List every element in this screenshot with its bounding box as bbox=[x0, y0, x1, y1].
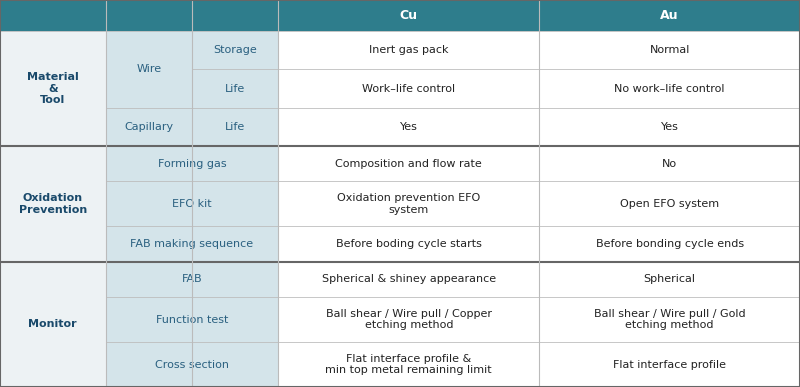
Bar bbox=[539, 31, 800, 70]
Bar bbox=[192, 0, 278, 31]
Bar bbox=[278, 0, 539, 31]
Text: Spherical: Spherical bbox=[643, 274, 696, 284]
Bar bbox=[106, 262, 278, 297]
Text: FAB: FAB bbox=[182, 274, 202, 284]
Text: Flat interface profile &
min top metal remaining limit: Flat interface profile & min top metal r… bbox=[326, 354, 492, 375]
Bar bbox=[106, 108, 192, 146]
Text: Monitor: Monitor bbox=[29, 319, 77, 329]
Text: Before bonding cycle ends: Before bonding cycle ends bbox=[595, 239, 744, 249]
Text: Work–life control: Work–life control bbox=[362, 84, 455, 94]
Text: Ball shear / Wire pull / Gold
etching method: Ball shear / Wire pull / Gold etching me… bbox=[594, 309, 746, 330]
Bar bbox=[539, 226, 800, 262]
Text: Storage: Storage bbox=[214, 45, 257, 55]
Text: FAB making sequence: FAB making sequence bbox=[130, 239, 254, 249]
Text: Wire: Wire bbox=[136, 65, 162, 74]
Bar bbox=[0, 262, 106, 387]
Text: Life: Life bbox=[225, 122, 246, 132]
Text: Oxidation
Prevention: Oxidation Prevention bbox=[18, 193, 87, 215]
Bar bbox=[106, 297, 278, 342]
Text: Cu: Cu bbox=[400, 9, 418, 22]
Text: Yes: Yes bbox=[661, 122, 678, 132]
Bar bbox=[278, 262, 539, 297]
Bar bbox=[539, 146, 800, 182]
Text: Before boding cycle starts: Before boding cycle starts bbox=[336, 239, 482, 249]
Text: Composition and flow rate: Composition and flow rate bbox=[335, 159, 482, 169]
Bar bbox=[106, 146, 278, 182]
Bar bbox=[278, 226, 539, 262]
Text: Cross section: Cross section bbox=[155, 360, 229, 370]
Text: Yes: Yes bbox=[400, 122, 418, 132]
Bar bbox=[0, 0, 106, 31]
Text: Oxidation prevention EFO
system: Oxidation prevention EFO system bbox=[337, 193, 481, 215]
Text: Inert gas pack: Inert gas pack bbox=[369, 45, 449, 55]
Text: Capillary: Capillary bbox=[124, 122, 174, 132]
Text: Open EFO system: Open EFO system bbox=[620, 199, 719, 209]
Bar bbox=[539, 342, 800, 387]
Bar bbox=[106, 226, 278, 262]
Bar bbox=[278, 70, 539, 108]
Bar bbox=[539, 262, 800, 297]
Bar bbox=[278, 108, 539, 146]
Bar bbox=[278, 342, 539, 387]
Bar bbox=[106, 182, 278, 226]
Text: Flat interface profile: Flat interface profile bbox=[613, 360, 726, 370]
Text: Material
&
Tool: Material & Tool bbox=[27, 72, 78, 105]
Bar bbox=[539, 108, 800, 146]
Bar bbox=[278, 297, 539, 342]
Text: No work–life control: No work–life control bbox=[614, 84, 725, 94]
Bar bbox=[539, 0, 800, 31]
Bar bbox=[539, 297, 800, 342]
Bar bbox=[278, 146, 539, 182]
Bar bbox=[192, 108, 278, 146]
Bar bbox=[106, 342, 278, 387]
Text: Ball shear / Wire pull / Copper
etching method: Ball shear / Wire pull / Copper etching … bbox=[326, 309, 492, 330]
Bar bbox=[0, 146, 106, 262]
Bar bbox=[192, 31, 278, 70]
Bar bbox=[278, 182, 539, 226]
Text: No: No bbox=[662, 159, 677, 169]
Bar bbox=[106, 0, 192, 31]
Bar bbox=[106, 31, 192, 108]
Bar bbox=[539, 182, 800, 226]
Bar bbox=[278, 31, 539, 70]
Text: Function test: Function test bbox=[156, 315, 228, 325]
Bar bbox=[539, 70, 800, 108]
Text: Forming gas: Forming gas bbox=[158, 159, 226, 169]
Text: Normal: Normal bbox=[650, 45, 690, 55]
Text: Spherical & shiney appearance: Spherical & shiney appearance bbox=[322, 274, 496, 284]
Bar bbox=[0, 31, 106, 146]
Text: EFO kit: EFO kit bbox=[172, 199, 212, 209]
Bar bbox=[192, 70, 278, 108]
Text: Life: Life bbox=[225, 84, 246, 94]
Text: Au: Au bbox=[660, 9, 679, 22]
